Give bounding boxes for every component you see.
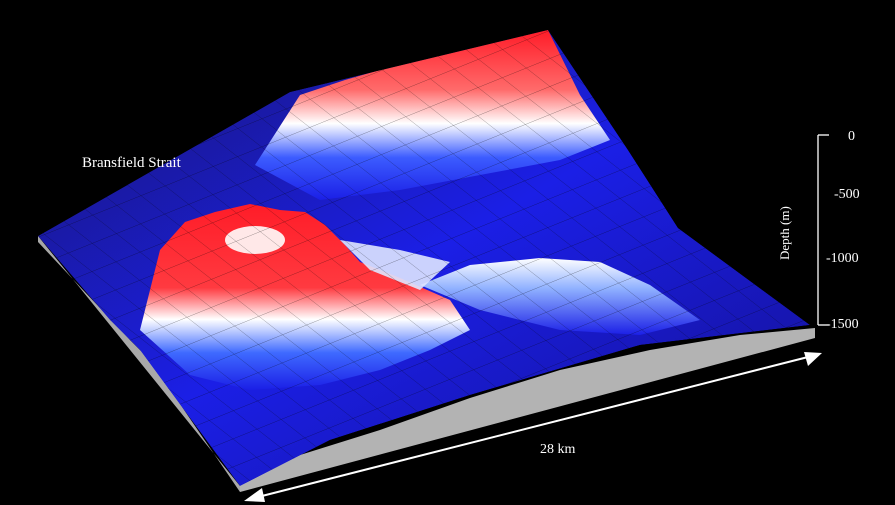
- depth-axis: 0 -500 -1000 -1500 Depth (m): [777, 129, 860, 332]
- scale-bar: 28 km: [244, 352, 822, 502]
- block-left-wall: [38, 236, 240, 492]
- scale-arrow-left-icon: [244, 488, 265, 502]
- scale-bar-label: 28 km: [540, 442, 576, 457]
- depth-tick-500: -500: [834, 187, 860, 202]
- depth-axis-label: Depth (m): [777, 206, 792, 260]
- depth-tick-1500: -1500: [826, 317, 859, 332]
- location-label: Bransfield Strait: [82, 155, 182, 171]
- scale-arrow-right-icon: [804, 352, 822, 366]
- depth-tick-1000: -1000: [826, 251, 859, 266]
- block-front-wall: [240, 328, 815, 492]
- depth-tick-0: 0: [848, 129, 855, 144]
